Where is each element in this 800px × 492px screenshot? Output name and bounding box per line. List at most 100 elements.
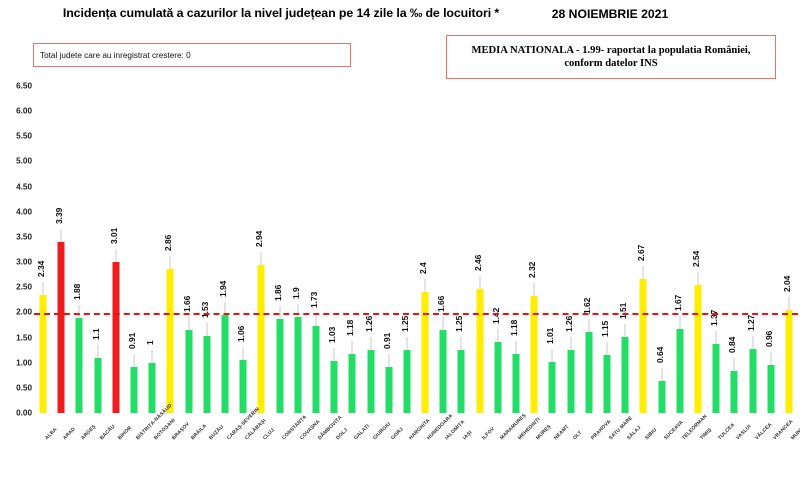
bar[interactable] [221,315,229,413]
y-tick-1.00: 1.00 [16,358,32,368]
bar-error-whisker [642,265,644,279]
bar[interactable] [457,350,465,413]
y-tick-3.00: 3.00 [16,257,32,267]
bar[interactable] [330,361,338,413]
y-tick-0.00: 0.00 [16,408,32,418]
bar-error-whisker [497,328,499,342]
bar[interactable] [749,349,757,413]
bar[interactable] [676,329,684,413]
bar[interactable] [385,367,393,413]
bar-value-label: 1.18 [345,319,356,336]
bar-slot: 0.64 [652,86,670,413]
bar-value-label: 1 [145,340,156,345]
y-tick-2.50: 2.50 [16,282,32,292]
bar[interactable] [712,344,720,413]
bar-value-label: 1.66 [181,295,192,312]
bar-slot: 1.25 [398,86,416,413]
bar-slot: 2.04 [780,86,798,413]
bar[interactable] [548,362,556,413]
bar-value-label: 2.4 [418,262,429,275]
bar-value-label: 1.42 [491,307,502,324]
bar-error-whisker [297,304,299,318]
bar-slot: 2.32 [525,86,543,413]
bar-value-label: 1.25 [400,315,411,333]
bar-slot: 1.26 [361,86,379,413]
bar[interactable] [639,278,647,413]
bar-error-whisker [697,272,699,286]
bar[interactable] [75,318,83,413]
bar[interactable] [185,329,193,413]
bar[interactable] [785,310,793,413]
report-date: 28 NOIEMBRIE 2021 [551,7,669,21]
bar-error-whisker [733,357,735,371]
bar-slot: 1.62 [580,86,598,413]
bar[interactable] [494,341,502,413]
bar-slot: 0.91 [380,86,398,413]
bar-slot: 1 [143,86,161,413]
x-axis-labels: ALBA ARAD ARGEȘ BACĂU BIHOR BISTRIȚA-NĂSĂUD BO… [34,393,800,492]
bar[interactable] [312,325,320,413]
national-average-line [34,312,798,315]
bar-value-label: 1.9 [290,287,301,300]
bar-value-label: 1.1 [90,328,101,340]
bar-value-label: 1.73 [309,291,320,308]
bar-value-label: 3.39 [54,208,65,225]
bar[interactable] [367,349,375,413]
bar-error-whisker [315,312,317,326]
bar[interactable] [112,261,120,413]
bar-slot: 2.86 [161,86,179,413]
bar[interactable] [567,349,575,413]
bar[interactable] [730,370,738,413]
bar[interactable] [239,359,247,413]
bar[interactable] [130,367,138,413]
bar[interactable] [94,357,102,413]
bar[interactable] [276,319,284,413]
bar[interactable] [148,362,156,413]
bar[interactable] [348,353,356,413]
bar[interactable] [421,292,429,413]
bar-slot: 3.01 [107,86,125,413]
total-counties-text: Total judete care au inregistrat crester… [40,50,191,60]
bar-value-label: 0.91 [127,332,138,350]
bar-error-whisker [715,331,717,345]
bar-slot: 1.18 [343,86,361,413]
bar-value-label: 1.94 [218,281,229,298]
bar[interactable] [476,289,484,413]
bar[interactable] [530,296,538,413]
bar[interactable] [166,269,174,413]
bar-error-whisker [606,342,608,356]
national-average-line2: conform datelor INS [564,58,658,69]
bar[interactable] [767,364,775,413]
bar[interactable] [621,337,629,413]
bar-value-label: 1.15 [600,320,611,338]
bar[interactable] [57,242,65,413]
bar-slot: 1.67 [671,86,689,413]
bar[interactable] [603,355,611,413]
bar[interactable] [257,265,265,413]
bar-value-label: 1.03 [327,326,338,344]
bar[interactable] [294,317,302,413]
bar-slot: 2.4 [416,86,434,413]
bar[interactable] [39,295,47,413]
bars-container: 2.34 3.39 1.88 1.1 3.01 0.91 1 2.86 1.66 1.53 1.94… [34,86,798,413]
bar-error-whisker [679,316,681,329]
bar[interactable] [585,331,593,413]
bar-slot: 1.51 [616,86,634,413]
bar[interactable] [512,353,520,413]
bar-error-whisker [260,252,262,266]
bar-value-label: 1.18 [509,319,520,336]
bar-slot: 1.86 [270,86,288,413]
bar[interactable] [403,350,411,413]
chart-plot-area: 0.00 0.50 1.00 1.50 2.00 2.50 3.00 3.50 4.00 4.50… [0,82,800,436]
bar-slot: 2.67 [634,86,652,413]
bar[interactable] [694,285,702,413]
bar-error-whisker [460,337,462,351]
bar[interactable] [203,336,211,413]
bar-error-whisker [42,282,44,296]
y-tick-5.50: 5.50 [16,131,32,141]
bar-error-whisker [188,316,190,330]
bar[interactable] [439,329,447,413]
national-average-box: MEDIA NATIONALA - 1.99- raportat la popu… [446,35,776,79]
bar[interactable] [658,380,666,413]
bar-error-whisker [770,351,772,365]
